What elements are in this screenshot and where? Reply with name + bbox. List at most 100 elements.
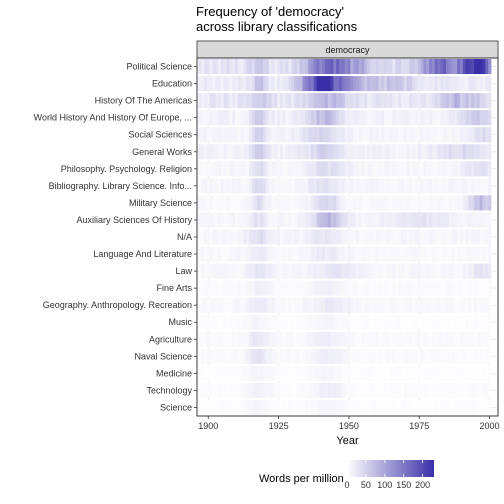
heatmap-cell: [420, 144, 424, 160]
heatmap-cell: [485, 314, 489, 330]
heatmap-cell: [336, 110, 340, 126]
heatmap-cell: [229, 178, 233, 194]
heatmap-cell: [445, 161, 450, 177]
heatmap-cell: [398, 263, 402, 279]
heatmap-cell: [263, 314, 267, 330]
heatmap-cell: [434, 365, 438, 381]
heatmap-cell: [263, 280, 267, 296]
heatmap-cell: [460, 212, 464, 228]
heatmap-cell: [378, 280, 382, 296]
heatmap-cell: [429, 178, 433, 194]
heatmap-cell: [201, 144, 205, 160]
heatmap-cell: [437, 161, 441, 177]
heatmap-cell: [448, 246, 452, 262]
heatmap-cell: [279, 178, 284, 194]
heatmap-cell: [249, 331, 253, 347]
heatmap-cell: [319, 229, 323, 245]
heatmap-cell: [218, 246, 222, 262]
heatmap-cell: [462, 399, 467, 415]
heatmap-cell: [364, 246, 368, 262]
heatmap-cell: [209, 212, 213, 228]
heatmap-cell: [420, 297, 424, 313]
heatmap-cell: [434, 59, 438, 75]
heatmap-cell: [288, 178, 292, 194]
heatmap-cell: [406, 93, 410, 109]
heatmap-cell: [465, 59, 469, 75]
heatmap-cell: [274, 93, 278, 109]
heatmap-cell: [479, 144, 483, 160]
heatmap-cell: [215, 399, 219, 415]
heatmap-cell: [299, 127, 303, 143]
heatmap-cell: [347, 314, 351, 330]
heatmap-cell: [279, 331, 284, 347]
heatmap-cell: [212, 229, 216, 245]
heatmap-cell: [223, 195, 227, 211]
heatmap-cell: [204, 144, 208, 160]
heatmap-cell: [364, 314, 368, 330]
heatmap-cell: [398, 382, 402, 398]
heatmap-cell: [434, 382, 438, 398]
heatmap-cell: [462, 144, 467, 160]
heatmap-cell: [431, 331, 436, 347]
heatmap-cell: [265, 93, 270, 109]
heatmap-cell: [355, 229, 360, 245]
heatmap-cell: [232, 93, 236, 109]
heatmap-cell: [243, 365, 247, 381]
heatmap-cell: [451, 127, 455, 143]
heatmap-cell: [271, 246, 275, 262]
heatmap-cell: [319, 127, 323, 143]
heatmap-cell: [249, 59, 253, 75]
heatmap-cell: [302, 76, 306, 92]
heatmap-cell: [378, 382, 382, 398]
heatmap-cell: [279, 365, 284, 381]
heatmap-cell: [330, 178, 334, 194]
heatmap-cell: [400, 76, 405, 92]
heatmap-cell: [460, 144, 464, 160]
heatmap-cell: [294, 348, 298, 364]
heatmap-cell: [302, 331, 306, 347]
heatmap-cell: [395, 280, 399, 296]
heatmap-cell: [277, 76, 281, 92]
heatmap-cell: [274, 212, 278, 228]
heatmap-cell: [437, 382, 441, 398]
heatmap-cell: [271, 178, 275, 194]
heatmap-cell: [389, 331, 393, 347]
heatmap-cell: [229, 212, 233, 228]
heatmap-cell: [251, 331, 256, 347]
heatmap-cell: [381, 280, 385, 296]
heatmap-cell: [460, 382, 464, 398]
heatmap-cell: [462, 229, 467, 245]
heatmap-cell: [400, 229, 405, 245]
heatmap-cell: [445, 110, 450, 126]
heatmap-cell: [282, 195, 287, 211]
heatmap-cell: [336, 127, 340, 143]
heatmap-cell: [400, 263, 405, 279]
heatmap-cell: [370, 263, 374, 279]
heatmap-cell: [260, 263, 264, 279]
heatmap-cell: [367, 331, 371, 347]
heatmap-cell: [375, 59, 379, 75]
heatmap-cell: [215, 365, 219, 381]
heatmap-cell: [417, 93, 422, 109]
heatmap-cell: [445, 263, 450, 279]
heatmap-cell: [384, 144, 388, 160]
heatmap-cell: [358, 314, 362, 330]
heatmap-cell: [330, 161, 334, 177]
heatmap-cell: [308, 399, 312, 415]
heatmap-cell: [271, 144, 275, 160]
heatmap-cell: [229, 144, 233, 160]
heatmap-cell: [299, 93, 303, 109]
heatmap-cell: [437, 263, 441, 279]
heatmap-cell: [336, 76, 340, 92]
heatmap-cell: [204, 59, 208, 75]
heatmap-cell: [319, 246, 323, 262]
heatmap-cell: [257, 348, 261, 364]
heatmap-cell: [229, 246, 233, 262]
heatmap-cell: [263, 365, 267, 381]
heatmap-cell: [409, 93, 413, 109]
heatmap-cell: [201, 348, 205, 364]
heatmap-cell: [319, 348, 323, 364]
heatmap-cell: [313, 161, 317, 177]
heatmap-cell: [460, 127, 464, 143]
heatmap-cell: [454, 382, 458, 398]
